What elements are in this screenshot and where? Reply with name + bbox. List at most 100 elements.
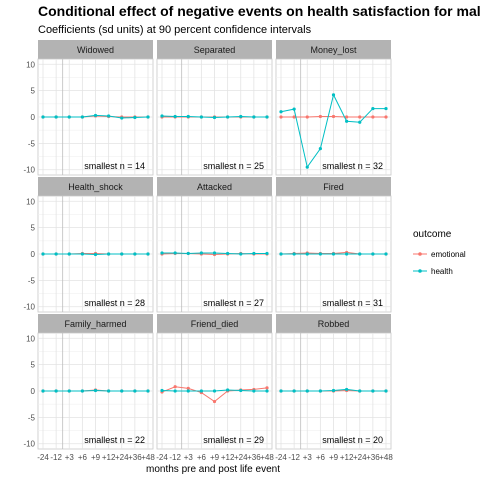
data-point-health (186, 389, 190, 393)
data-point-emotional (358, 115, 362, 119)
data-point-health (305, 165, 309, 169)
data-point-health (107, 389, 111, 393)
facet-panel-friend-died: Friend_died smallest n = 29 -24 -12 +3 +6 +9 +1… (156, 314, 274, 462)
x-tick-label: +3 (303, 453, 313, 462)
data-point-health (371, 389, 375, 393)
data-point-health (318, 252, 322, 256)
sample-size-label: smallest n = 20 (322, 435, 383, 445)
data-point-health (67, 389, 71, 393)
data-point-health (331, 93, 336, 97)
data-point-health (80, 389, 84, 393)
data-point-health (41, 252, 45, 256)
facet-panels: Widowed smallest n = 14 -10 -5 0 5 10 Separated… (23, 40, 393, 462)
data-point-health (146, 115, 150, 119)
data-point-health (239, 388, 243, 393)
data-point-health (252, 251, 256, 256)
x-tick-label: -24 (37, 453, 49, 462)
data-point-emotional (279, 115, 283, 119)
data-point-health (358, 389, 362, 393)
data-point-health (239, 252, 243, 256)
data-point-health (54, 389, 58, 393)
facet-strip (38, 40, 153, 59)
data-point-health (305, 389, 309, 393)
facet-panel-widowed: Widowed smallest n = 14 -10 -5 0 5 10 (23, 40, 154, 176)
data-point-health (133, 389, 137, 393)
data-point-health (279, 389, 283, 393)
chart-subtitle: Coefficients (sd units) at 90 percent co… (38, 24, 312, 36)
data-point-health (120, 389, 124, 393)
y-tick-label: -10 (23, 166, 35, 175)
data-point-health (292, 389, 296, 393)
data-point-health (186, 114, 190, 119)
x-tick-label: -12 (169, 453, 181, 462)
y-tick-label: 5 (31, 361, 36, 370)
y-tick-label: 5 (31, 87, 36, 96)
facet-strip-label: Money_lost (310, 45, 357, 55)
x-tick-label: +9 (210, 453, 220, 462)
data-point-health (226, 115, 230, 119)
facet-strip-label: Attacked (197, 182, 232, 192)
data-point-health (186, 251, 190, 256)
facet-strip-label: Family_harmed (64, 319, 126, 329)
data-point-health (252, 389, 256, 393)
data-point-health (173, 389, 177, 393)
data-point-emotional (186, 386, 190, 390)
legend-entry-label: emotional (431, 250, 466, 259)
x-tick-label: +36 (366, 453, 380, 462)
data-point-health (173, 114, 177, 119)
data-point-health (93, 113, 98, 118)
facet-strip-label: Widowed (77, 45, 114, 55)
data-point-health (41, 389, 45, 393)
sample-size-label: smallest n = 29 (203, 435, 264, 445)
y-tick-label: -5 (28, 139, 36, 148)
data-point-health (212, 251, 217, 255)
data-point-health (146, 252, 150, 256)
sample-size-label: smallest n = 28 (84, 298, 145, 308)
data-point-health (345, 387, 349, 392)
x-tick-label: +3 (65, 453, 75, 462)
data-point-health (371, 106, 375, 111)
data-point-health (67, 115, 71, 119)
facet-strip-label: Health_shock (68, 182, 123, 192)
x-tick-label: +48 (141, 453, 155, 462)
facet-panel-attacked: Attacked smallest n = 27 (156, 177, 273, 313)
data-point-health (212, 389, 217, 393)
data-point-health (54, 115, 58, 119)
legend-title: outcome (413, 229, 452, 240)
data-point-health (199, 115, 203, 119)
data-point-health (265, 389, 269, 393)
facet-strip-label: Friend_died (191, 319, 239, 329)
data-point-health (318, 147, 322, 151)
data-point-health (279, 252, 283, 256)
facet-strip (157, 177, 272, 196)
data-point-health (384, 106, 388, 111)
data-point-health (384, 389, 388, 393)
data-point-health (212, 115, 217, 120)
x-tick-label: -24 (275, 453, 287, 462)
facet-panel-separated: Separated smallest n = 25 (156, 40, 273, 176)
y-tick-label: 10 (26, 334, 35, 343)
data-point-emotional (265, 386, 269, 390)
data-point-health (160, 388, 164, 393)
data-point-emotional (371, 115, 375, 119)
facet-strip (38, 177, 153, 196)
data-point-health (226, 251, 230, 256)
data-point-health (331, 388, 336, 393)
x-tick-label: +24 (234, 453, 248, 462)
data-point-health (120, 252, 124, 256)
y-tick-label: -10 (23, 440, 35, 449)
data-point-health (67, 252, 71, 256)
facet-panel-fired: Fired smallest n = 31 (275, 177, 392, 313)
data-point-emotional (292, 115, 296, 119)
data-point-health (80, 115, 84, 119)
data-point-health (358, 252, 362, 256)
sample-size-label: smallest n = 27 (203, 298, 264, 308)
data-point-health (265, 251, 269, 256)
data-point-health (199, 251, 203, 255)
data-point-emotional (173, 385, 177, 389)
data-point-health (173, 251, 177, 255)
facet-strip-label: Robbed (318, 319, 350, 329)
x-tick-label: +9 (329, 453, 339, 462)
facet-panel-health-shock: Health_shock smallest n = 28 -10 -5 0 5 10 (23, 177, 154, 313)
